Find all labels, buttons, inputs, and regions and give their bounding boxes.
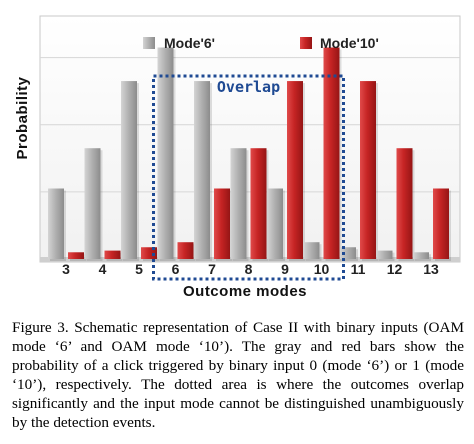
bar-mode-6-12 xyxy=(376,250,393,259)
bar-mode-10-10 xyxy=(323,47,340,259)
bars xyxy=(48,47,451,261)
x-tick-label: 13 xyxy=(423,261,439,277)
bar-mode-6-6 xyxy=(157,47,174,259)
x-axis-title: Outcome modes xyxy=(183,283,307,300)
bar-chart: Overlap Mode'6' Mode'10' 3 4 5 6 7 8 9 10 11 12 13… xyxy=(14,15,461,300)
x-tick-label: 8 xyxy=(245,261,253,277)
bar-mode-10-5 xyxy=(141,247,157,259)
legend-swatch-mode-6 xyxy=(143,37,155,49)
bar-mode-10-13 xyxy=(433,188,449,259)
bar-mode-10-4 xyxy=(104,250,121,259)
x-tick-label: 7 xyxy=(208,261,216,277)
plot-background xyxy=(39,15,461,263)
grid-lines xyxy=(40,57,460,193)
bar-mode-6-7 xyxy=(194,81,210,259)
legend-label-mode-6: Mode'6' xyxy=(164,35,215,51)
overlap-label: Overlap xyxy=(217,78,280,96)
x-tick-label: 5 xyxy=(135,261,143,277)
bar-mode-6-4 xyxy=(84,148,101,259)
figure-caption: Figure 3. Schematic representation of Ca… xyxy=(12,319,464,431)
bar-mode-10-11 xyxy=(360,81,376,259)
bar-mode-10-3 xyxy=(68,252,84,259)
legend-label-mode-10: Mode'10' xyxy=(320,35,379,51)
bar-mode-6-3 xyxy=(48,188,64,259)
y-axis-title: Probability xyxy=(14,76,31,159)
overlap-region xyxy=(152,74,345,281)
x-tick-label: 12 xyxy=(387,261,403,277)
baseline-shadow xyxy=(40,257,460,262)
bar-mode-10-8 xyxy=(250,148,267,259)
bar-mode-10-7 xyxy=(214,188,230,259)
x-tick-label: 11 xyxy=(351,261,366,277)
x-tick-label: 6 xyxy=(172,261,180,277)
legend-swatch-mode-10 xyxy=(300,37,312,49)
bar-mode-10-12 xyxy=(396,148,413,259)
bar-mode-6-11 xyxy=(340,247,356,259)
bar-mode-6-8 xyxy=(230,148,247,259)
x-tick-label: 9 xyxy=(281,261,289,277)
x-tick-label: 10 xyxy=(314,261,330,277)
bar-mode-6-10 xyxy=(303,242,320,259)
bar-mode-6-13 xyxy=(413,252,429,259)
bar-mode-10-6 xyxy=(177,242,194,259)
legend: Mode'6' Mode'10' xyxy=(143,35,379,51)
bar-mode-10-9 xyxy=(287,81,303,259)
x-tick-labels: 3 4 5 6 7 8 9 10 11 12 13 xyxy=(62,261,439,277)
chart: Overlap Mode'6' Mode'10' 3 4 5 6 7 8 9 10 11 12 13… xyxy=(14,15,461,300)
bar-mode-6-5 xyxy=(121,81,137,259)
x-tick-label: 4 xyxy=(99,261,107,277)
bar-mode-6-9 xyxy=(267,188,283,259)
x-tick-label: 3 xyxy=(62,261,70,277)
